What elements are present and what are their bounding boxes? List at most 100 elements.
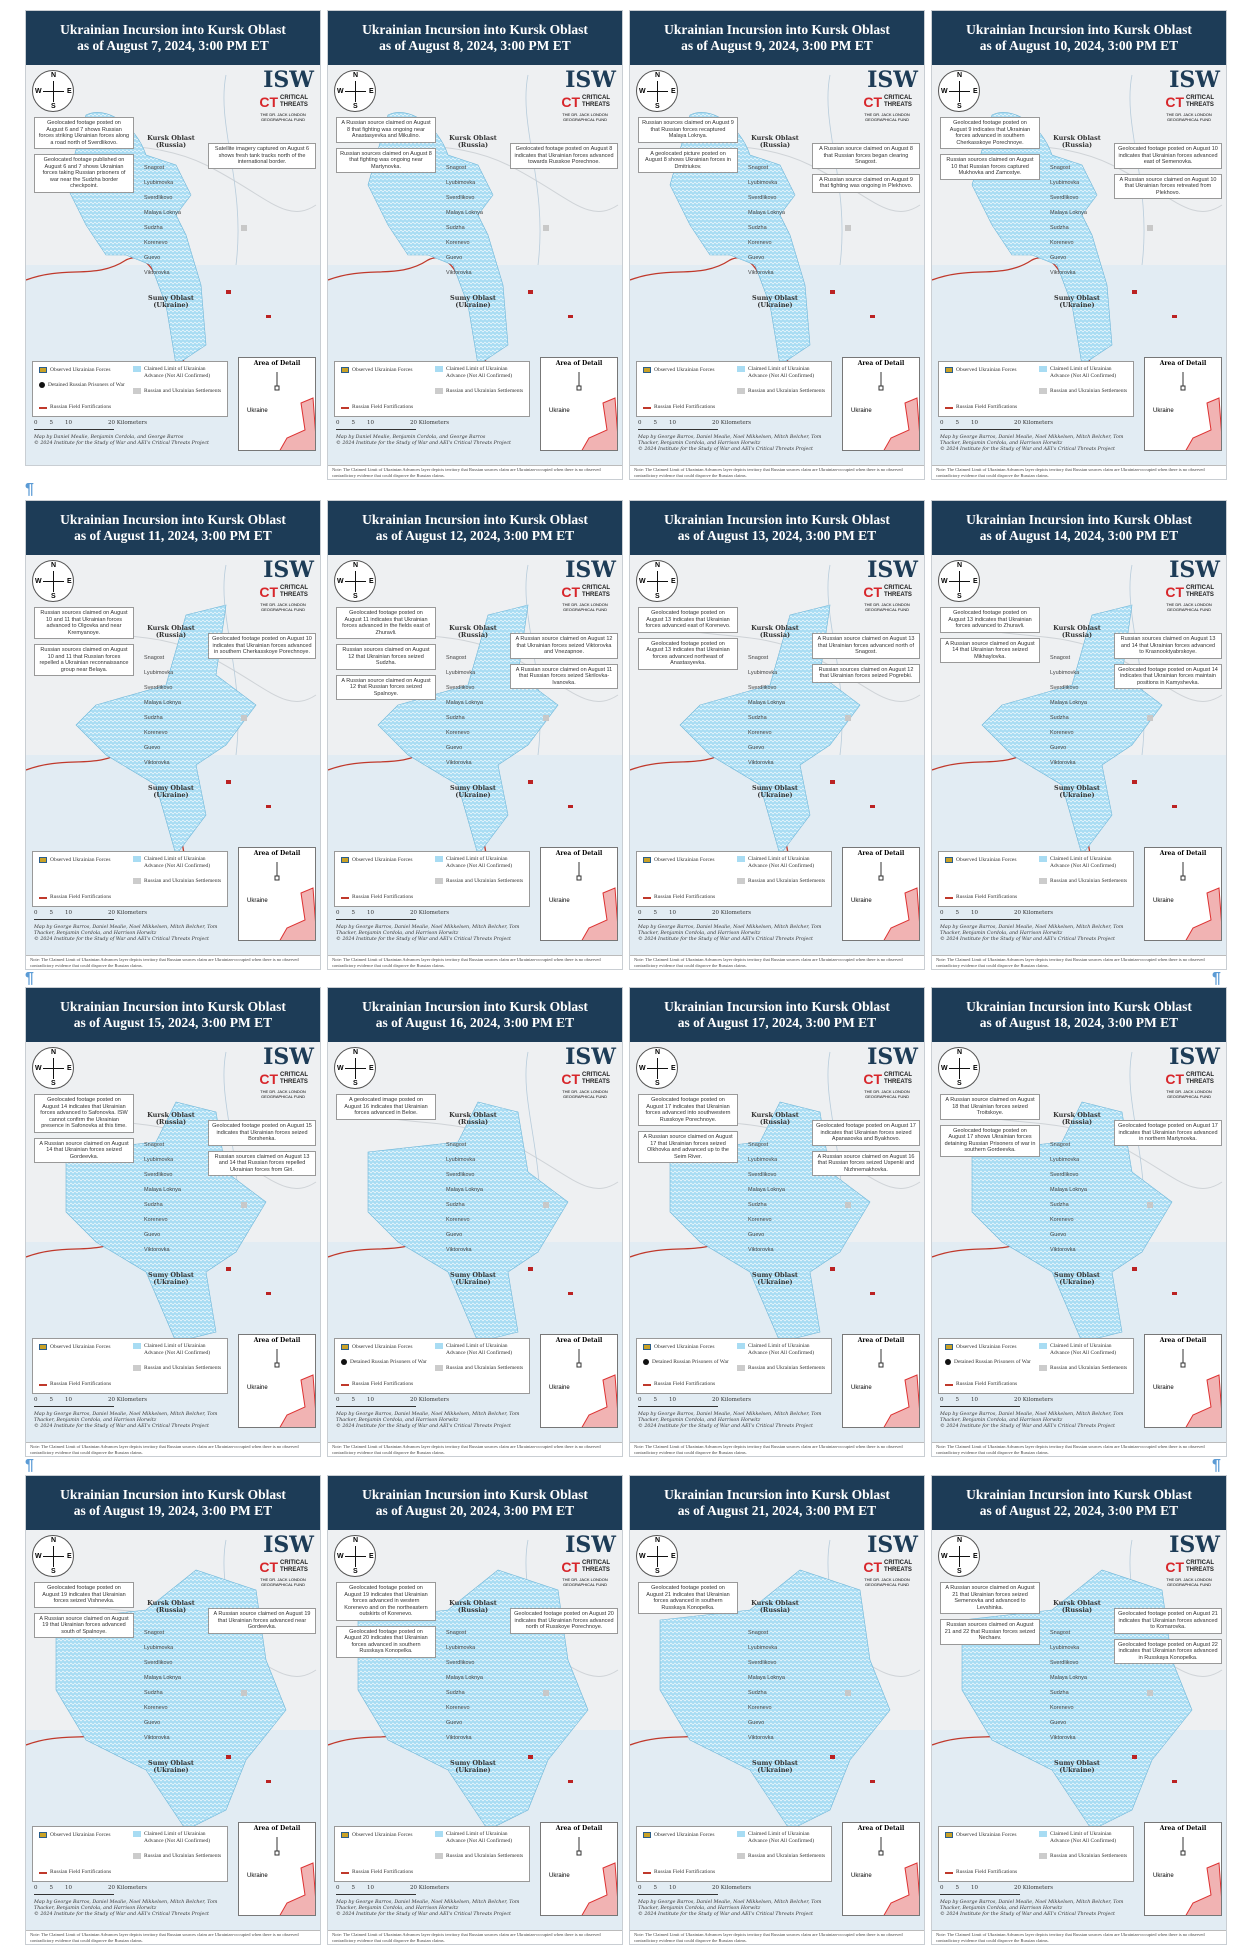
town-label: Sudzha [144, 715, 163, 721]
scale-bar: 0 5 10 20 Kilometers [940, 1397, 1070, 1407]
town-label: Sudzha [1050, 225, 1069, 231]
town-label: Lyubimovka [144, 670, 174, 676]
map-annotation: Geolocated footage posted on August 21 i… [1114, 1608, 1222, 1634]
town-label: Malaya Loknya [1050, 210, 1087, 216]
kursk-oblast-label: Kursk Oblast (Russia) [147, 134, 195, 149]
kursk-oblast-label: Kursk Oblast (Russia) [147, 624, 195, 639]
map-panel[interactable]: Ukrainian Incursion into Kursk Oblast as … [327, 1475, 623, 1945]
map-panel[interactable]: Ukrainian Incursion into Kursk Oblast as … [327, 987, 623, 1457]
settlements-swatch [737, 1365, 745, 1371]
town-label: Malaya Loknya [1050, 700, 1087, 706]
town-label: Viktorovka [748, 760, 774, 766]
map-annotation: Geolocated footage posted on August 10 i… [208, 633, 316, 659]
settlements-swatch [435, 388, 443, 394]
map-annotation: Geolocated footage posted on August 20 i… [510, 1608, 618, 1634]
town-label: Korenevo [446, 240, 470, 246]
town-label: Sudzha [446, 1202, 465, 1208]
map-title-line1: Ukrainian Incursion into Kursk Oblast [362, 999, 588, 1014]
map-legend: Observed Ukrainian Forces Claimed Limit … [334, 851, 530, 907]
map-panel[interactable]: Ukrainian Incursion into Kursk Oblast as … [629, 987, 925, 1457]
map-panel[interactable]: Ukrainian Incursion into Kursk Oblast as … [25, 500, 321, 970]
isw-ct-logo: ISW CT CRITICAL THREATS THE DR. JACK LOND… [1165, 1044, 1220, 1099]
map-panel[interactable]: Ukrainian Incursion into Kursk Oblast as … [25, 10, 321, 466]
map-panel[interactable]: Ukrainian Incursion into Kursk Oblast as … [931, 500, 1227, 970]
map-panel[interactable]: Ukrainian Incursion into Kursk Oblast as … [629, 500, 925, 970]
map-legend: Observed Ukrainian Forces Claimed Limit … [32, 361, 228, 417]
area-of-detail-inset: Area of Detail Ukraine [238, 1334, 316, 1428]
town-label: Malaya Loknya [748, 210, 785, 216]
scale-bar: 0 5 10 20 Kilometers [638, 420, 768, 430]
town-label: Sverdlikovo [144, 1660, 173, 1666]
map-panel[interactable]: Ukrainian Incursion into Kursk Oblast as … [931, 987, 1227, 1457]
map-title: Ukrainian Incursion into Kursk Oblast as … [630, 501, 924, 555]
town-label: Lyubimovka [144, 180, 174, 186]
kursk-oblast-label: Kursk Oblast (Russia) [751, 134, 799, 149]
ukrainian-forces-icon [341, 1832, 349, 1838]
map-annotation: Russian sources claimed on August 10 and… [34, 607, 134, 639]
town-label: Guevo [446, 1232, 463, 1238]
sumy-oblast-label: Sumy Oblast (Ukraine) [148, 294, 194, 309]
map-panel[interactable]: Ukrainian Incursion into Kursk Oblast as … [327, 500, 623, 970]
map-title: Ukrainian Incursion into Kursk Oblast as … [328, 1476, 622, 1530]
town-label: Guevo [446, 255, 463, 261]
town-label: Korenevo [1050, 1217, 1074, 1223]
town-label: Snagost [748, 1142, 769, 1148]
town-label: Sudzha [1050, 1202, 1069, 1208]
town-label: Viktorovka [748, 1735, 774, 1741]
map-legend: Observed Ukrainian Forces Claimed Limit … [334, 1338, 530, 1394]
town-label: Korenevo [748, 730, 772, 736]
town-label: Snagost [1050, 1142, 1071, 1148]
map-annotation: A Russian source claimed on August 16 th… [812, 1150, 920, 1176]
map-annotation: Geolocated footage posted on August 22 i… [1114, 1638, 1222, 1664]
map-title-line1: Ukrainian Incursion into Kursk Oblast [664, 512, 890, 527]
town-label: Guevo [748, 1720, 765, 1726]
town-label: Korenevo [748, 240, 772, 246]
map-title-line1: Ukrainian Incursion into Kursk Oblast [60, 22, 286, 37]
sumy-oblast-label: Sumy Oblast (Ukraine) [450, 1759, 496, 1774]
map-credit: Map by George Barros, Daniel Mealie, Noe… [940, 1900, 1124, 1917]
claimed-advance-swatch [737, 856, 745, 862]
town-label: Viktorovka [144, 270, 170, 276]
annotation-column-right: A Russian source claimed on August 12 th… [510, 633, 618, 689]
town-label: Guevo [144, 255, 161, 261]
map-note: Note: The Claimed Limit of Ukrainian Adv… [26, 1930, 320, 1944]
pow-icon [341, 1359, 347, 1365]
pow-icon [39, 382, 45, 388]
isw-ct-logo: ISW CT CRITICAL THREATS THE DR. JACK LOND… [561, 557, 616, 612]
map-panel[interactable]: Ukrainian Incursion into Kursk Oblast as … [25, 1475, 321, 1945]
map-panel[interactable]: Ukrainian Incursion into Kursk Oblast as … [25, 987, 321, 1457]
map-date: as of August 16, 2024, 3:00 PM ET [375, 1015, 575, 1030]
ukrainian-forces-icon [945, 367, 953, 373]
map-date: as of August 8, 2024, 3:00 PM ET [379, 38, 571, 53]
map-credit: Map by Daniel Mealie, Benjamin Cordola, … [336, 435, 511, 446]
scale-bar: 0 5 10 20 Kilometers [336, 910, 466, 920]
map-title: Ukrainian Incursion into Kursk Oblast as … [932, 988, 1226, 1042]
annotation-column-left: A Russian source claimed on August 8 tha… [336, 117, 436, 173]
kursk-oblast-label: Kursk Oblast (Russia) [751, 1111, 799, 1126]
map-note: Note: The Claimed Limit of Ukrainian Adv… [26, 955, 320, 969]
map-panel[interactable]: Ukrainian Incursion into Kursk Oblast as … [629, 1475, 925, 1945]
kursk-oblast-label: Kursk Oblast (Russia) [751, 1599, 799, 1614]
map-panel[interactable]: Ukrainian Incursion into Kursk Oblast as … [931, 1475, 1227, 1945]
town-label: Guevo [446, 745, 463, 751]
paragraph-mark-icon: ¶ [1212, 1457, 1221, 1474]
town-label: Sverdlikovo [144, 685, 173, 691]
kursk-oblast-label: Kursk Oblast (Russia) [751, 624, 799, 639]
map-note: Note: The Claimed Limit of Ukrainian Adv… [328, 1442, 622, 1456]
map-panel[interactable]: Ukrainian Incursion into Kursk Oblast as … [629, 10, 925, 480]
map-title: Ukrainian Incursion into Kursk Oblast as … [932, 11, 1226, 65]
town-label: Korenevo [748, 1217, 772, 1223]
area-of-detail-inset: Area of Detail Ukraine [1144, 1822, 1222, 1916]
town-label: Sverdlikovo [446, 1660, 475, 1666]
map-panel[interactable]: Ukrainian Incursion into Kursk Oblast as … [327, 10, 623, 480]
map-panel[interactable]: Ukrainian Incursion into Kursk Oblast as … [931, 10, 1227, 480]
map-annotation: Geolocated footage posted on August 17 s… [940, 1124, 1040, 1157]
map-annotation: Russian sources claimed on August 10 and… [34, 644, 134, 676]
